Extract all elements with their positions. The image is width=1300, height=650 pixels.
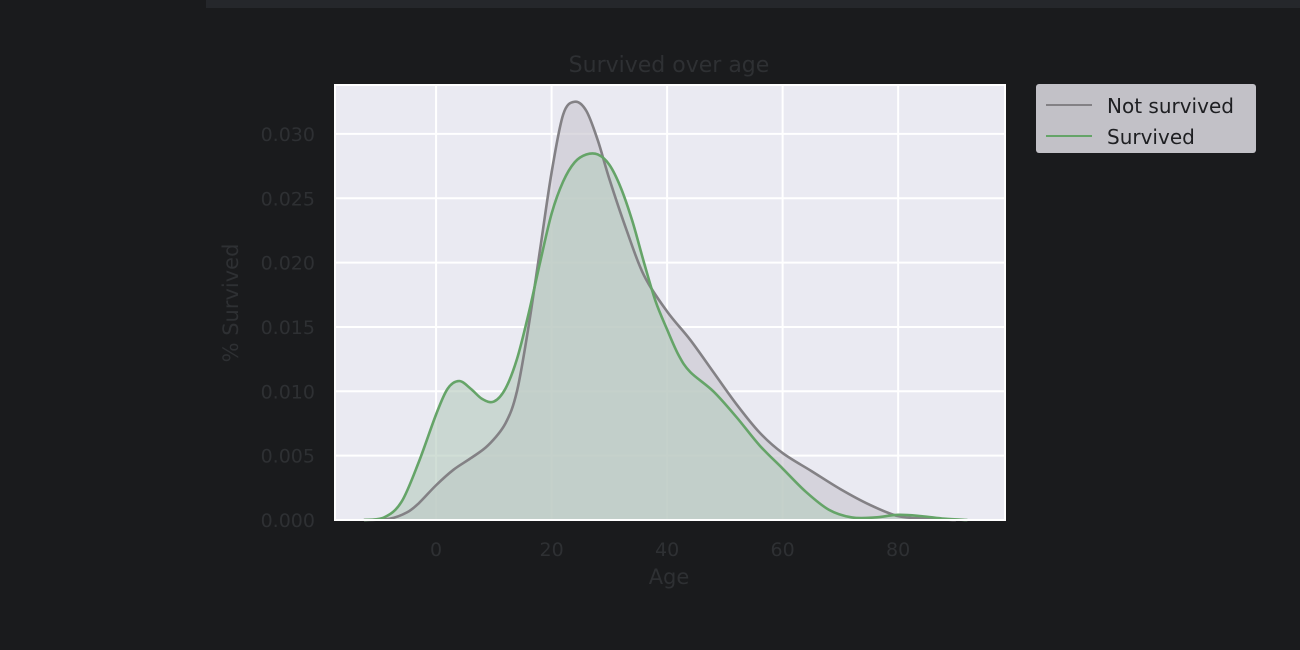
y-tick-label: 0.020	[261, 253, 315, 275]
x-axis-ticks: 0 20 40 60 80	[430, 539, 910, 561]
y-axis-ticks: 0.000 0.005 0.010 0.015 0.020 0.025 0.030	[261, 124, 315, 532]
series-area-survived	[363, 153, 968, 520]
legend-swatch-survived	[1046, 135, 1092, 137]
y-tick-label: 0.010	[261, 381, 315, 403]
series-line-not-survived	[363, 100, 956, 522]
x-tick-label: 0	[430, 539, 442, 561]
y-tick-label: 0.015	[261, 317, 315, 339]
series-layer	[363, 100, 968, 522]
x-tick-label: 60	[771, 539, 795, 561]
y-axis-label: % Survived	[219, 244, 243, 363]
legend-swatch-not-survived	[1046, 104, 1092, 106]
chart-title: Survived over age	[569, 53, 770, 78]
legend-item-not-survived: Not survived	[1036, 90, 1256, 121]
legend: Not survived Survived	[1036, 84, 1256, 153]
series-line-survived	[363, 152, 968, 522]
y-tick-label: 0.025	[261, 188, 315, 210]
top-toolbar-strip	[206, 0, 1300, 8]
y-tick-label: 0.000	[261, 510, 315, 532]
x-tick-label: 40	[655, 539, 679, 561]
y-tick-label: 0.005	[261, 446, 315, 468]
legend-item-survived: Survived	[1036, 121, 1256, 152]
legend-label-survived: Survived	[1107, 125, 1195, 149]
plot-area	[334, 84, 1006, 522]
y-tick-label: 0.030	[261, 124, 315, 146]
legend-label-not-survived: Not survived	[1107, 94, 1234, 118]
x-tick-label: 80	[886, 539, 910, 561]
x-axis-label: Age	[649, 565, 690, 589]
plot-frame	[334, 84, 1006, 521]
x-tick-label: 20	[540, 539, 564, 561]
